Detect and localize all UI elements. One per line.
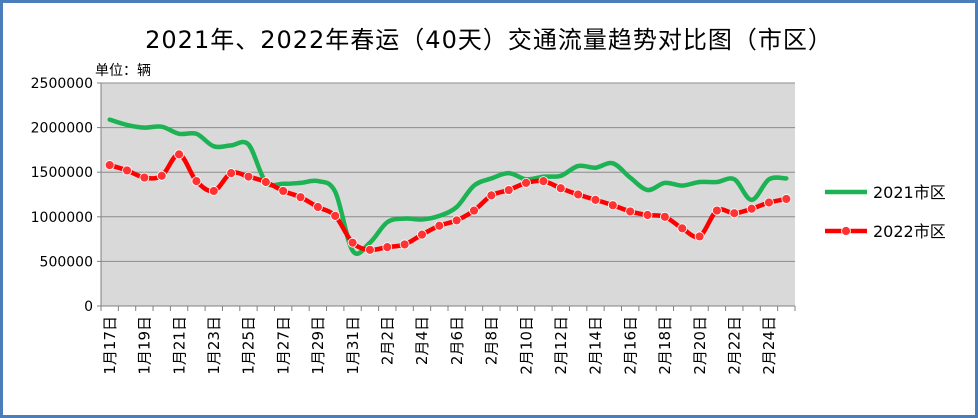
data-point-2022 — [573, 189, 584, 200]
data-point-2022 — [191, 176, 202, 187]
chart-title: 2021年、2022年春运（40天）交通流量趋势对比图（市区） — [145, 26, 833, 54]
x-tick-label: 1月29日 — [309, 316, 327, 375]
y-tick-label: 1500000 — [31, 165, 93, 181]
x-tick-label: 2月2日 — [379, 316, 397, 365]
plot-area — [101, 83, 795, 306]
legend-label-2021: 2021市区 — [873, 183, 946, 202]
x-tick-label: 2月14日 — [587, 316, 605, 375]
y-tick-label: 2000000 — [31, 121, 93, 137]
data-point-2022 — [677, 223, 688, 234]
data-point-2022 — [642, 210, 653, 220]
line-chart: 0 500000 1000000 1500000 2000000 2500000 1月17日… — [31, 76, 946, 375]
data-point-2022 — [260, 177, 271, 187]
y-tick-label: 2500000 — [31, 76, 93, 92]
data-point-2022 — [434, 220, 445, 231]
data-point-2022 — [694, 231, 705, 242]
x-tick-label: 1月17日 — [101, 316, 119, 375]
data-point-2022 — [365, 244, 375, 255]
data-point-2022 — [555, 183, 566, 194]
data-point-2022 — [503, 185, 514, 195]
data-point-2022 — [607, 200, 618, 211]
x-tick-label: 2月24日 — [760, 316, 778, 375]
x-tick-label: 2月4日 — [413, 316, 431, 365]
x-tick-label: 2月18日 — [656, 316, 674, 375]
data-point-2022 — [764, 197, 774, 208]
data-point-2022 — [659, 211, 670, 222]
data-point-2022 — [278, 186, 289, 196]
data-point-2022 — [451, 215, 462, 226]
data-point-2022 — [746, 203, 757, 214]
data-point-2022 — [295, 192, 306, 203]
data-point-2022 — [347, 237, 358, 248]
data-point-2022 — [538, 176, 549, 187]
series-line-2022 — [107, 152, 789, 253]
data-point-2022 — [521, 178, 531, 188]
data-point-2022 — [312, 202, 323, 212]
data-point-2022 — [781, 194, 792, 204]
data-point-2022 — [226, 168, 237, 178]
x-tick-label: 2月8日 — [483, 316, 501, 365]
y-tick-label: 1000000 — [31, 210, 93, 226]
x-tick-label: 2月16日 — [621, 316, 639, 375]
data-point-2022 — [399, 239, 410, 250]
data-point-2022 — [382, 242, 393, 253]
x-tick-label: 2月12日 — [552, 316, 570, 375]
data-point-2022 — [330, 211, 341, 221]
data-point-2022 — [486, 190, 497, 201]
x-tick-label: 2月6日 — [448, 316, 466, 365]
data-point-2022 — [156, 170, 167, 181]
data-point-2022 — [729, 208, 740, 219]
series-line-2021 — [107, 117, 789, 256]
data-point-2022 — [139, 172, 150, 183]
x-tick-label: 1月19日 — [136, 316, 154, 375]
y-tick-label: 0 — [84, 299, 93, 315]
y-tick-label: 500000 — [40, 254, 93, 270]
x-tick-label: 1月25日 — [240, 316, 258, 375]
x-tick-label: 1月27日 — [274, 316, 292, 375]
x-tick-label: 2月10日 — [517, 316, 535, 375]
data-point-2022 — [174, 149, 184, 160]
x-tick-label: 1月21日 — [170, 316, 188, 375]
data-point-2022 — [712, 205, 722, 216]
data-point-2022 — [208, 186, 219, 196]
x-tick-label: 2月20日 — [691, 316, 709, 375]
x-tick-label: 1月23日 — [205, 316, 223, 375]
data-point-2022 — [469, 205, 479, 216]
x-tick-label: 1月31日 — [344, 316, 362, 375]
data-point-2022 — [122, 165, 132, 176]
data-point-2022 — [243, 171, 254, 182]
unit-label: 单位：辆 — [95, 63, 151, 79]
data-point-2022 — [417, 229, 427, 240]
x-tick-label: 2月22日 — [726, 316, 744, 375]
data-point-2022 — [590, 194, 601, 205]
legend-marker-2022 — [841, 226, 851, 236]
data-point-2022 — [104, 160, 115, 170]
data-point-2022 — [625, 206, 636, 217]
legend-label-2022: 2022市区 — [873, 222, 946, 241]
